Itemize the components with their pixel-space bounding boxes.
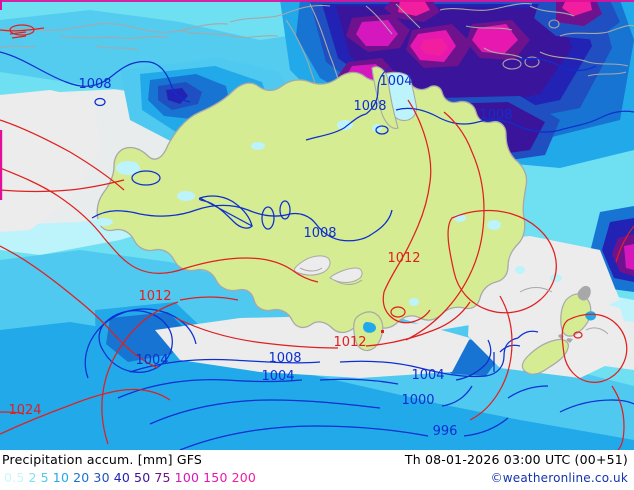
forecast-timestamp: Th 08-01-2026 03:00 UTC (00+51)	[404, 452, 628, 467]
legend-stop-10: 10	[52, 470, 70, 485]
isobar-label-1012: 1012	[333, 335, 366, 350]
legend-stop-0_5: 0.5	[4, 470, 25, 485]
legend-stop-50: 50	[134, 470, 151, 485]
isobar-label-1004: 1004	[379, 74, 412, 89]
legend-stop-2: 2	[28, 470, 37, 485]
isobar-label-1004: 1004	[135, 353, 168, 368]
isobar-label-1008: 1008	[268, 351, 301, 366]
legend-stop-20: 20	[73, 470, 90, 485]
map-footer: Precipitation accum. [mm] GFS 0.5 2 5 10 20 3…	[0, 450, 634, 490]
precipitation-map[interactable]: 1008 1004 1008 1008 1008 1012 1012 1012 1004 1008…	[0, 0, 634, 450]
isobar-label-1008: 1008	[78, 77, 111, 92]
legend-stop-5: 5	[40, 470, 49, 485]
isobar-label-996: 996	[433, 424, 458, 439]
isobar-label-1012: 1012	[387, 251, 420, 266]
country-border-line	[0, 0, 634, 200]
coastline-indonesia	[0, 3, 634, 117]
isobar-label-1004: 1004	[261, 369, 294, 384]
isobar-label-1008: 1008	[353, 99, 386, 114]
precip-patch-east	[590, 206, 634, 292]
map-title: Precipitation accum. [mm] GFS	[2, 452, 203, 467]
legend-scale: 0.5 2 5 10 20 30 40 50 75 100 150 200	[4, 470, 260, 485]
isobar-label-1008: 1008	[479, 108, 512, 123]
isobar-labels: 1008 1004 1008 1008 1008 1012 1012 1012 1004 1008…	[8, 74, 512, 439]
copyright-notice: ©weatheronline.co.uk	[490, 471, 628, 485]
legend-stop-200: 200	[231, 470, 257, 485]
isobar-label-1024: 1024	[8, 403, 41, 418]
isobar-lines-low	[0, 51, 634, 450]
isobar-label-1000: 1000	[401, 393, 434, 408]
legend-stop-40: 40	[113, 470, 131, 485]
legend-stop-30: 30	[93, 470, 110, 485]
isobar-lines-high	[0, 24, 634, 450]
landmass-new-zealand	[521, 285, 596, 375]
isobar-label-1012: 1012	[138, 289, 171, 304]
legend-stop-100: 100	[174, 470, 200, 485]
legend-stop-75: 75	[154, 470, 171, 485]
legend-stop-150: 150	[203, 470, 228, 485]
coastline-detail	[299, 267, 609, 335]
isobar-label-1008: 1008	[303, 226, 336, 241]
isobar-label-1004: 1004	[411, 368, 444, 383]
